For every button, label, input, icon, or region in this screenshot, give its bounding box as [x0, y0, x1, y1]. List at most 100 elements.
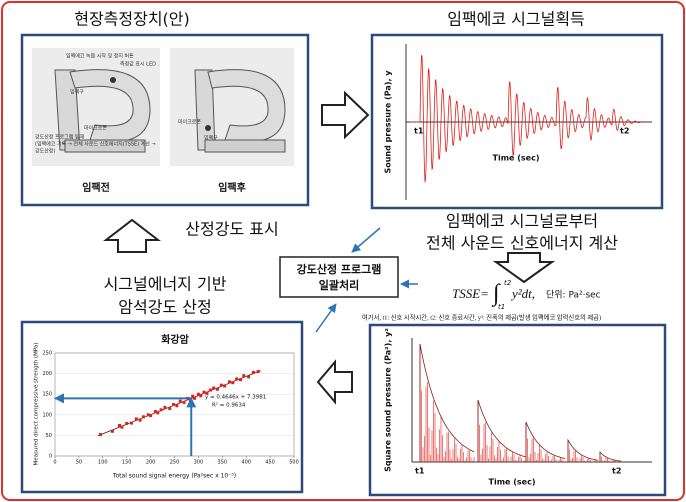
formula-lower: t1 [498, 303, 505, 311]
callout: 강도산정 프로그램 탑재 [35, 134, 85, 141]
waveform [410, 55, 646, 183]
point [118, 424, 122, 428]
point [216, 387, 220, 391]
point [146, 413, 150, 417]
point [134, 417, 138, 421]
point [125, 421, 129, 425]
point [238, 378, 242, 382]
strength-panel [20, 320, 304, 494]
x-tick-label: 100 [98, 460, 108, 466]
y-tick-label: 250 [42, 351, 52, 357]
point [178, 399, 182, 403]
marker-label: t2 [612, 467, 621, 476]
envelope [525, 421, 566, 462]
connector-arrow [315, 303, 337, 333]
step-text: 임팩에코 시그널로부터 [446, 212, 598, 231]
arrow-right [321, 90, 370, 140]
point [256, 370, 260, 374]
formula-lhs: TSSE= [452, 286, 489, 301]
callout: 강도산정) [35, 148, 55, 155]
process-text: 강도산정 프로그램 [297, 262, 382, 276]
strength-chart: 화강암 0 50 100 150 200 250 0 50 100 150 200 250 300 350 4… [34, 333, 299, 480]
x-tick-label: 200 [146, 460, 156, 466]
point [175, 404, 179, 408]
envelope [567, 438, 599, 462]
arrow-left [316, 359, 353, 405]
step-text: 시그널에너지 기반 [104, 275, 227, 294]
y-tick-label: 200 [42, 371, 52, 377]
step-text: 전체 사운드 신호에너지 계산 [426, 234, 618, 253]
point [212, 386, 216, 390]
r-squared: R² = 0.9634 [212, 402, 246, 409]
callout: 임팩구 [204, 135, 218, 142]
device-title: 현장측정장치(안) [74, 10, 190, 29]
x-axis-label: Time (sec) [489, 478, 536, 487]
point [163, 405, 167, 409]
marker-label: t1 [414, 127, 424, 136]
point [196, 392, 200, 396]
plot-frame [54, 352, 295, 457]
energy-waveform [419, 343, 622, 462]
point [172, 403, 176, 406]
callout: (임팩에코 기록 → 전체 사운드 신호에너지(TSSE) 계산 → [35, 141, 156, 148]
callout: 마이크로폰 [84, 125, 107, 132]
point [149, 414, 153, 418]
signal-waveform [410, 55, 646, 183]
y-tick-label: 50 [46, 433, 52, 439]
point [141, 415, 145, 419]
x-tick-label: 0 [53, 460, 56, 466]
point [219, 383, 223, 387]
formula-note: 여기서, t1: 신호 시작시간, t2: 신호 종료시간, y²: 진폭의 제… [362, 312, 601, 321]
x-axis-label: Time (sec) [493, 154, 540, 163]
x-tick-label: 350 [218, 460, 228, 466]
envelope [477, 399, 527, 462]
x-tick-label: 400 [241, 460, 251, 466]
callout: 마이크로폰 [178, 119, 201, 126]
formula-integral: ∫ [491, 281, 501, 308]
formula-upper: t2 [504, 279, 512, 287]
point [138, 418, 142, 422]
equation: y = 0.4646x + 7.3981 [205, 395, 266, 401]
point [235, 377, 239, 381]
y-axis-label: Measured direct compressive strength (MP… [34, 343, 40, 466]
point [202, 390, 206, 394]
point [231, 381, 235, 385]
energy-panel [368, 323, 667, 497]
x-tick-label: 250 [170, 460, 180, 466]
point [129, 421, 133, 425]
point [110, 429, 114, 433]
x-tick-label: 450 [265, 460, 275, 466]
callout: 임팩에코 녹음 시작 및 정지 버튼 [66, 53, 134, 60]
point [227, 380, 231, 384]
point [191, 394, 195, 398]
point [168, 407, 172, 411]
y-tick-label: 0 [49, 454, 52, 460]
point [159, 408, 163, 412]
point [205, 391, 209, 395]
signal-title: 임팩에코 시그널획득 [447, 10, 585, 29]
point [251, 370, 255, 374]
step-text: 산정강도 표시 [185, 220, 278, 239]
after-label: 임팩후 [218, 181, 246, 194]
point [120, 425, 124, 429]
formula-unit: 단위: Pa²·sec [546, 290, 601, 301]
arrow-down [492, 252, 556, 284]
device-illustration [32, 48, 294, 166]
x-tick-label: 300 [194, 460, 204, 466]
point [193, 396, 197, 400]
connector-arrow [351, 227, 381, 253]
formula-body: y²dt, [510, 286, 535, 301]
x-tick-label: 150 [122, 460, 132, 466]
envelope [599, 450, 622, 462]
point [223, 384, 227, 388]
process-text: 일괄처리 [319, 278, 359, 292]
chart-title: 화강암 [161, 333, 189, 346]
point [156, 411, 160, 415]
envelope [419, 343, 475, 462]
callout: 측정값 표시 LED [120, 61, 156, 68]
y-axis-label: Sound pressure (Pa), y [384, 70, 393, 174]
step-text: 암석강도 산정 [118, 298, 211, 317]
x-axis-label: Total sound signal energy (Pa²sec x 10⁻⁵… [112, 473, 236, 480]
